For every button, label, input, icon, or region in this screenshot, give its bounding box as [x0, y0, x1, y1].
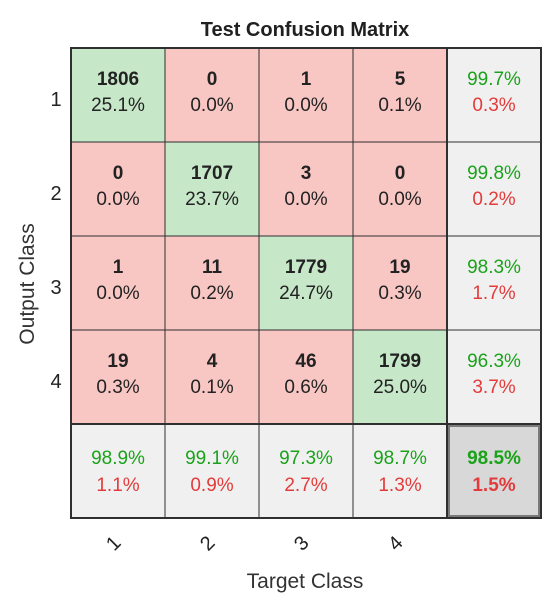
column-correct-label: 98.9% — [91, 448, 145, 469]
y-axis-label: Output Class — [16, 223, 39, 344]
matrix-cell — [164, 329, 260, 425]
column-summary-cell — [70, 423, 166, 519]
row-error-label: 0.2% — [472, 189, 515, 210]
cell-percent-label: 0.6% — [284, 377, 327, 398]
chart-title: Test Confusion Matrix — [201, 19, 410, 41]
column-summary-cell — [258, 423, 354, 519]
cell-percent-label: 24.7% — [279, 283, 333, 304]
cell-count-label: 0 — [113, 163, 124, 184]
column-correct-label: 99.1% — [185, 448, 239, 469]
column-error-label: 1.1% — [96, 475, 139, 496]
cell-count-label: 19 — [389, 257, 410, 278]
cell-count-label: 1707 — [191, 163, 233, 184]
row-summary-cell — [446, 235, 542, 331]
column-correct-label: 97.3% — [279, 448, 333, 469]
matrix-cell — [164, 235, 260, 331]
cell-percent-label: 0.2% — [190, 283, 233, 304]
cell-percent-label: 0.1% — [378, 95, 421, 116]
cell-count-label: 0 — [395, 163, 406, 184]
row-error-label: 0.3% — [472, 95, 515, 116]
overall-summary-cell — [446, 423, 542, 519]
overall-correct-label: 98.5% — [467, 448, 521, 469]
column-summary-cell — [164, 423, 260, 519]
cell-percent-label: 0.0% — [284, 189, 327, 210]
row-correct-label: 96.3% — [467, 351, 521, 372]
cell-count-label: 3 — [301, 163, 312, 184]
cell-percent-label: 25.0% — [373, 377, 427, 398]
cell-count-label: 1779 — [285, 257, 327, 278]
matrix-cell — [70, 141, 166, 237]
y-tick-label: 3 — [50, 277, 61, 299]
x-tick-label: 3 — [290, 532, 313, 555]
row-correct-label: 99.7% — [467, 69, 521, 90]
cell-percent-label: 25.1% — [91, 95, 145, 116]
row-correct-label: 99.8% — [467, 163, 521, 184]
matrix-cell — [70, 47, 166, 143]
column-error-label: 2.7% — [284, 475, 327, 496]
matrix-cell — [258, 329, 354, 425]
cell-count-label: 11 — [202, 257, 223, 278]
y-tick-label: 1 — [50, 89, 61, 111]
column-correct-label: 98.7% — [373, 448, 427, 469]
cell-percent-label: 0.3% — [378, 283, 421, 304]
cell-percent-label: 0.0% — [378, 189, 421, 210]
cell-percent-label: 0.3% — [96, 377, 139, 398]
cell-percent-label: 0.0% — [284, 95, 327, 116]
x-axis-label: Target Class — [247, 570, 364, 593]
cell-count-label: 1 — [113, 257, 124, 278]
cell-count-label: 4 — [207, 351, 218, 372]
matrix-cell — [164, 47, 260, 143]
x-tick-label: 1 — [102, 532, 125, 555]
matrix-outer-border — [70, 47, 542, 519]
overall-summary-border — [447, 424, 541, 518]
cell-percent-label: 0.1% — [190, 377, 233, 398]
row-correct-label: 98.3% — [467, 257, 521, 278]
matrix-cell — [352, 47, 448, 143]
cell-count-label: 19 — [107, 351, 128, 372]
cell-count-label: 1806 — [97, 69, 139, 90]
row-summary-cell — [446, 141, 542, 237]
cell-percent-label: 23.7% — [185, 189, 239, 210]
overall-error-label: 1.5% — [472, 475, 515, 496]
matrix-cell — [352, 329, 448, 425]
row-summary-cell — [446, 329, 542, 425]
cell-count-label: 1799 — [379, 351, 421, 372]
cell-percent-label: 0.0% — [96, 283, 139, 304]
cell-count-label: 5 — [395, 69, 406, 90]
row-error-label: 1.7% — [472, 283, 515, 304]
cell-percent-label: 0.0% — [96, 189, 139, 210]
cell-count-label: 46 — [295, 351, 316, 372]
column-summary-cell — [352, 423, 448, 519]
x-tick-label: 4 — [384, 532, 407, 555]
cell-count-label: 1 — [301, 69, 312, 90]
cell-percent-label: 0.0% — [190, 95, 233, 116]
x-tick-label: 2 — [196, 532, 219, 555]
y-tick-label: 4 — [50, 371, 61, 393]
cell-count-label: 0 — [207, 69, 218, 90]
matrix-cell — [258, 141, 354, 237]
column-error-label: 1.3% — [378, 475, 421, 496]
y-tick-label: 2 — [50, 183, 61, 205]
column-error-label: 0.9% — [190, 475, 233, 496]
row-error-label: 3.7% — [472, 377, 515, 398]
row-summary-cell — [446, 47, 542, 143]
matrix-cell — [352, 235, 448, 331]
matrix-cell — [258, 235, 354, 331]
